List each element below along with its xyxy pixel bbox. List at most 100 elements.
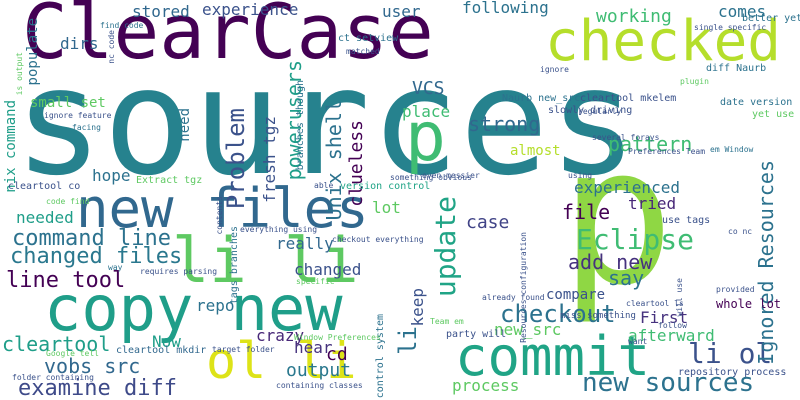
- word-li-ol: li ol: [688, 337, 773, 370]
- word-place: place: [402, 102, 451, 121]
- word-window-preferences: Window Preferences: [294, 333, 381, 342]
- word-add-new: add new: [568, 250, 653, 274]
- word-want: want: [628, 337, 648, 346]
- word-ignored-resources: Ignored Resources: [754, 160, 778, 365]
- word-commit: commit: [455, 325, 651, 388]
- word-new-src: new_src: [494, 320, 562, 339]
- word-party-will: party will: [446, 329, 507, 340]
- word-nix-command: nix command: [3, 100, 19, 193]
- word-experienced: experienced: [574, 178, 680, 197]
- word-specific: specific: [296, 277, 335, 286]
- word-cd: cd: [326, 344, 348, 365]
- word-pattern: pattern: [608, 132, 693, 156]
- word-extract-tgz: Extract tgz: [136, 175, 203, 186]
- word-dirs: dirs: [60, 34, 99, 53]
- word-tags-branches: tags branches: [229, 226, 240, 305]
- word-output: output: [286, 360, 352, 381]
- word-everything-using: everything using: [240, 225, 318, 234]
- word-control-system: control system: [375, 314, 386, 399]
- word-co-nc: co nc: [728, 227, 753, 236]
- word-diff-naurb: diff Naurb: [706, 63, 767, 74]
- word-case: case: [466, 212, 510, 233]
- word-checked: checked: [545, 9, 782, 74]
- word-naurb-new-src: Naurb new_src: [502, 93, 581, 104]
- word-matched: matched: [346, 47, 380, 56]
- word-resources-configuration: Resources configuration: [519, 232, 528, 343]
- word-li-vert: li: [394, 326, 422, 355]
- word-problem: Problem: [222, 108, 250, 210]
- word-vcs: VCS: [412, 78, 445, 99]
- word-cleartool-ls: cleartool ls: [626, 299, 684, 308]
- word-whole-lot: whole lot: [716, 297, 782, 311]
- word-facing: facing: [72, 123, 101, 132]
- word-will-use: will use: [675, 278, 684, 317]
- word-ignore-feature: ignore feature: [44, 111, 112, 120]
- word-line-tool: line tool: [6, 268, 126, 293]
- word-way: way: [108, 263, 123, 272]
- word-keep: keep: [408, 288, 427, 327]
- word-now: Now: [152, 332, 181, 351]
- word-use-tags: use tags: [662, 215, 711, 226]
- word-find-code: find code: [100, 21, 144, 30]
- word-update: update: [429, 196, 462, 298]
- word-p-big: p: [560, 106, 675, 327]
- word-contents: contents: [215, 196, 224, 235]
- word-li-li: li li: [172, 224, 359, 297]
- word-cleartool: cleartool: [2, 332, 111, 356]
- word-eclipse: Eclipse: [576, 223, 695, 256]
- word-cleartool-co: cleartool co: [8, 181, 81, 192]
- word-miss-something: miss something: [560, 311, 636, 321]
- word-clearcase: ClearCase: [22, 0, 434, 76]
- word-fresh-tgz: fresh tgz: [260, 116, 279, 203]
- word-command-line: command line: [12, 226, 171, 251]
- word-following: following: [462, 0, 549, 17]
- word-new-sources: new sources: [582, 368, 755, 398]
- word-something-obvious: something obvious: [390, 173, 472, 182]
- word-lot: lot: [372, 198, 401, 217]
- word-preferences-team: Preferences Team: [628, 147, 706, 156]
- word-date-version: date version: [720, 97, 793, 108]
- word-checkout: checkout: [500, 300, 616, 328]
- word-sources: sources: [14, 36, 638, 208]
- word-target-folder: target folder: [212, 345, 275, 354]
- word-provided: provided: [716, 285, 755, 294]
- word-yet-use: yet use: [752, 109, 795, 120]
- word-say: say: [608, 266, 645, 290]
- word-new-files: new files: [76, 177, 369, 240]
- word-user: user: [382, 2, 421, 21]
- word-containing-classes: containing classes: [276, 381, 363, 390]
- word-comes: comes: [718, 2, 767, 21]
- word-already-found: already found: [482, 293, 545, 302]
- word-small-set: small set: [30, 95, 106, 111]
- word-copy-new: copy new: [44, 272, 343, 345]
- word-crazy: crazy: [256, 326, 305, 345]
- word-process: process: [452, 376, 520, 395]
- word-team-em: Team em: [430, 317, 464, 326]
- word-repository-process: repository process: [678, 367, 787, 378]
- word-checkout-everything: checkout everything: [332, 235, 424, 244]
- word-follow: follow: [658, 321, 687, 330]
- word-populate: populate: [25, 18, 41, 86]
- word-compare: compare: [546, 287, 606, 303]
- word-vobs-src: vobs src: [44, 354, 141, 378]
- word-ct-setview: ct setview: [338, 33, 399, 44]
- word-almost: almost: [510, 143, 561, 159]
- word-experience: experience: [202, 0, 299, 19]
- word-afterward: afterward: [628, 326, 715, 345]
- word-better-yet: better yet: [742, 13, 800, 24]
- word-requires-parsing: requires parsing: [140, 267, 218, 276]
- word-several-forays: several forays: [592, 133, 660, 142]
- word-changed: changed: [294, 260, 362, 279]
- word-unix-shell: Unix shell: [322, 100, 346, 221]
- word-repo: repo: [196, 296, 235, 315]
- word-really: really: [276, 234, 334, 253]
- word-needed: needed: [16, 208, 74, 227]
- word-single-specific: single specific: [694, 23, 767, 32]
- word-ol-li: ol li: [206, 332, 357, 390]
- word-able: able: [314, 181, 334, 190]
- word-hope: hope: [92, 166, 131, 185]
- word-hear: hear: [294, 338, 333, 357]
- word-even-messier: even messier: [422, 171, 480, 180]
- word-file: file: [562, 200, 611, 224]
